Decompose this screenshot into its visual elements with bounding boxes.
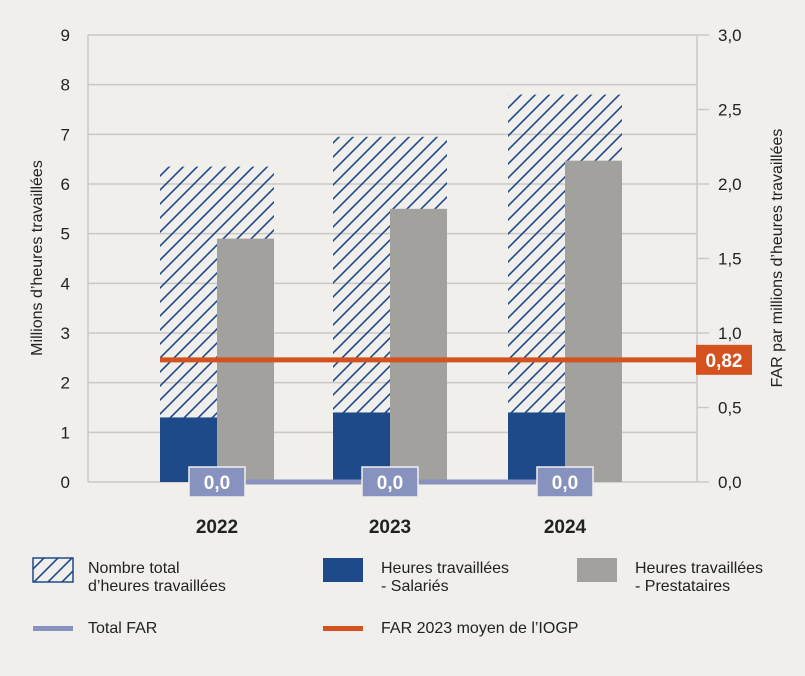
legend-total: Nombre total d’heures travaillées	[88, 560, 226, 596]
legend-salaries-line1: Heures travaillées	[381, 560, 510, 577]
far-data-label: 0,0	[552, 473, 578, 494]
legend-prestataires-line2: - Prestataires	[635, 578, 731, 595]
y2-tick-label: 1,0	[718, 324, 742, 343]
far-data-label-box	[536, 466, 594, 498]
y2-tick-label: 0,0	[718, 473, 742, 492]
y2-tick-label: 3,0	[718, 26, 742, 45]
iogp-label: 0,82	[706, 351, 743, 372]
y-tick-label: 8	[61, 76, 70, 95]
legend-salaries-line2: - Salariés	[381, 578, 449, 595]
x-tick-label: 2022	[196, 517, 238, 538]
y-tick-label: 9	[61, 26, 70, 45]
legend-total-line2: d’heures travaillées	[88, 578, 226, 595]
y2-tick-label: 2,0	[718, 175, 742, 194]
legend-total-line1: Nombre total	[88, 560, 180, 577]
far-data-label-box	[188, 466, 246, 498]
y-tick-label: 2	[61, 374, 70, 393]
y-axis-label: Millions d’heures travaillées	[29, 160, 46, 356]
y2-tick-label: 2,5	[718, 101, 742, 120]
bar-prestataires	[390, 208, 447, 483]
bar-prestataires	[565, 160, 622, 482]
legend-iogp: FAR 2023 moyen de l’IOGP	[381, 620, 579, 637]
y-tick-label: 1	[61, 423, 70, 442]
y-tick-label: 0	[61, 473, 70, 492]
y-tick-label: 7	[61, 125, 70, 144]
y-tick-label: 6	[61, 175, 70, 194]
x-tick-label: 2024	[544, 517, 587, 538]
legend-prestataires: Heures travaillées - Prestataires	[635, 560, 763, 596]
x-tick-label: 2023	[369, 517, 411, 538]
y-tick-label: 5	[61, 225, 70, 244]
y2-tick-label: 1,5	[718, 250, 742, 269]
legend-far: Total FAR	[88, 620, 158, 637]
y2-tick-label: 0,5	[718, 399, 742, 418]
y-tick-label: 4	[61, 274, 70, 293]
far-data-label: 0,0	[204, 473, 230, 494]
legend-prestataires-line1: Heures travaillées	[635, 560, 764, 577]
legend-salaries: Heures travaillées - Salariés	[381, 560, 509, 596]
far-data-label: 0,0	[377, 473, 403, 494]
y-tick-label: 3	[61, 324, 70, 343]
y2-axis-label: FAR par millions d’heures travaillées	[769, 129, 786, 388]
far-data-label-box	[361, 466, 419, 498]
iogp-label-box	[696, 344, 752, 375]
